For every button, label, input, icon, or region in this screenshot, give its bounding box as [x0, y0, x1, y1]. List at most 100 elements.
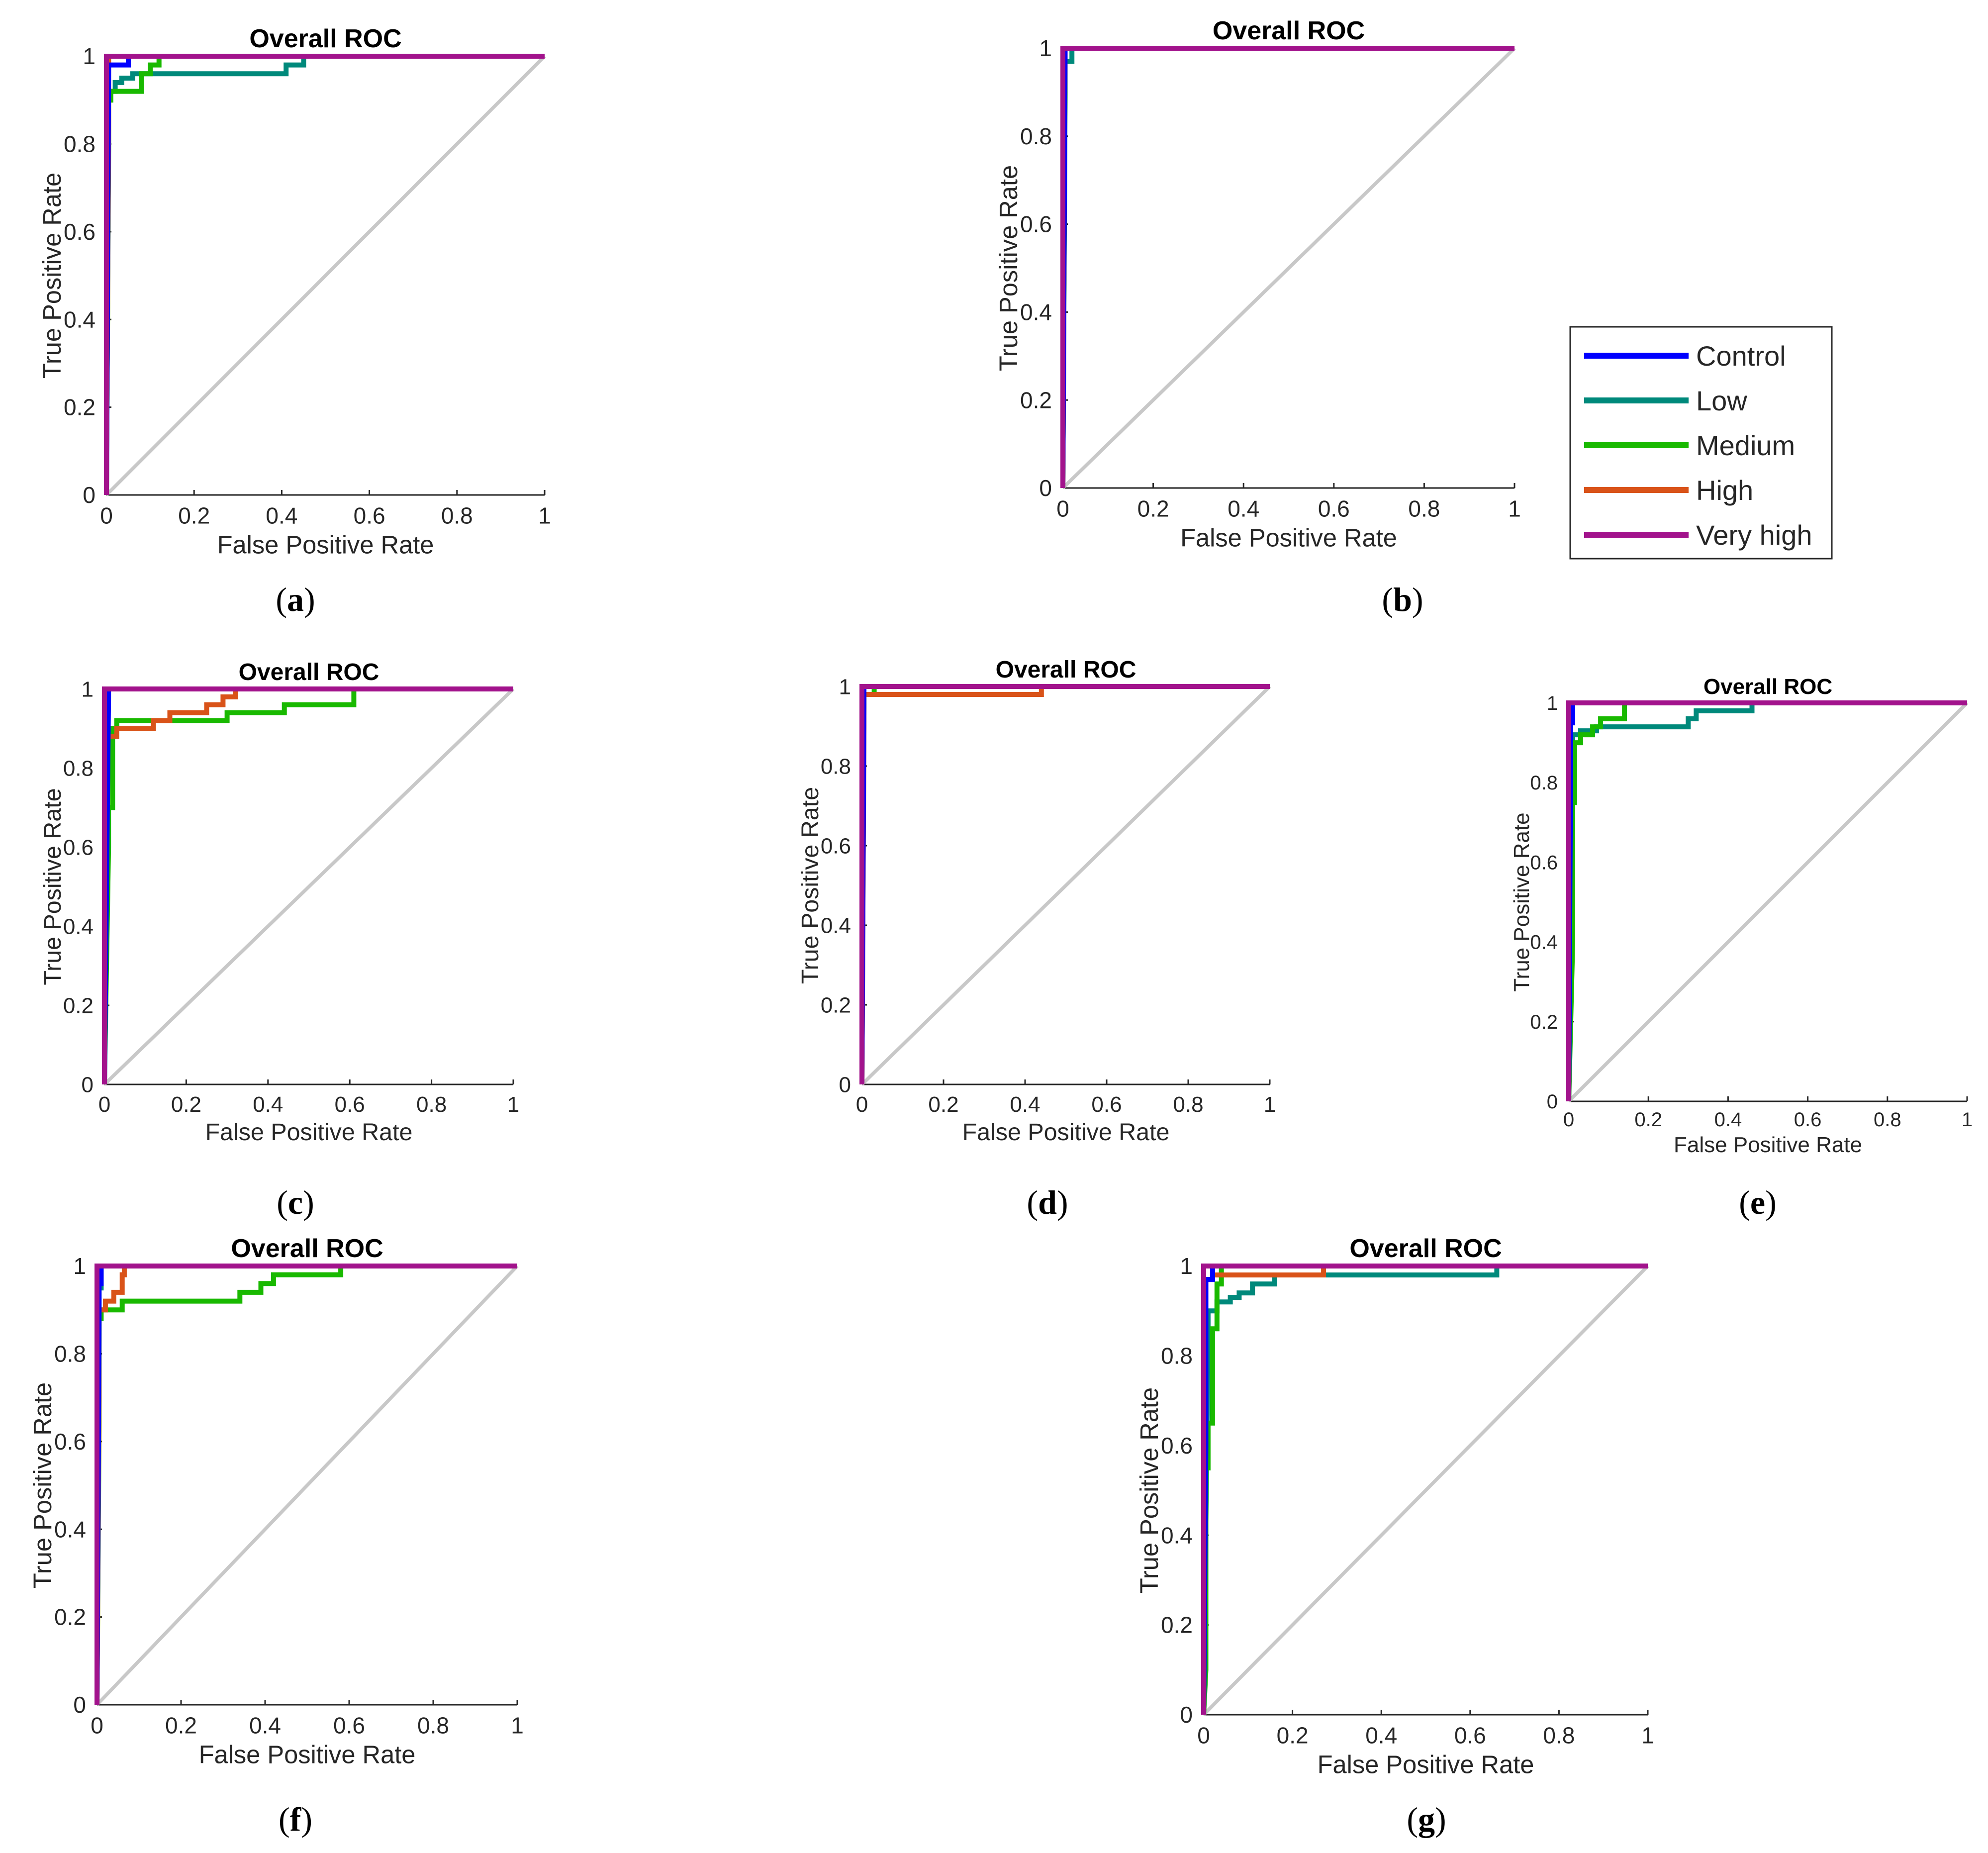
roc-panel-d: 0 0.2 0.4 0.6 0.8 1 0 0.2 0.4 0.6 0.8 1 Overall ROC F…: [797, 657, 1276, 1221]
x-tick-label: 0: [98, 1092, 110, 1117]
y-tick-label: 0.6: [54, 1429, 86, 1455]
y-tick-label: 0.2: [54, 1604, 86, 1630]
x-tick-label: 0.4: [249, 1713, 281, 1739]
roc-curve-high: [102, 686, 513, 1085]
x-tick-label: 0: [1056, 496, 1069, 522]
y-tick-label: 0.8: [64, 131, 95, 157]
panel-caption-letter: a: [287, 581, 304, 618]
panel-caption: (f): [279, 1800, 312, 1838]
panel-caption-letter: b: [1393, 581, 1412, 618]
chart-title: Overall ROC: [996, 657, 1136, 683]
roc-panel-f: 0 0.2 0.4 0.6 0.8 1 0 0.2 0.4 0.6 0.8 1 Overall ROC F…: [28, 1234, 524, 1838]
roc-curve-very-high: [95, 1264, 517, 1705]
y-tick-label: 1: [1180, 1253, 1193, 1279]
x-tick-label: 0.8: [1543, 1723, 1575, 1749]
panel-caption: (b): [1382, 581, 1423, 618]
y-tick-label: 0.8: [54, 1341, 86, 1367]
x-tick-label: 0.6: [335, 1092, 365, 1117]
x-tick-label: 1: [1508, 496, 1521, 522]
x-tick-label: 0.4: [1714, 1109, 1742, 1131]
diagonal-reference-line: [860, 685, 1271, 1086]
y-tick-label: 0.6: [1530, 852, 1558, 874]
panel-caption: (c): [277, 1183, 314, 1221]
y-tick-label: 0.8: [1020, 123, 1052, 149]
y-tick-label: 0.2: [1530, 1011, 1558, 1033]
y-axis-label: True Positive Rate: [994, 165, 1023, 371]
x-axis-label: False Positive Rate: [1318, 1750, 1534, 1778]
roc-curve-very-high: [1201, 1264, 1648, 1715]
y-tick-label: 1: [73, 1253, 86, 1279]
x-tick-label: 0: [91, 1713, 103, 1739]
x-tick-label: 0.6: [1454, 1723, 1486, 1749]
y-tick-label: 0.8: [821, 754, 851, 779]
x-tick-label: 0: [1197, 1723, 1210, 1749]
roc-panel-a: 0 0.2 0.4 0.6 0.8 1 0 0.2 0.4 0.6 0.8 1 Overall ROC F…: [38, 24, 551, 618]
panel-caption: (e): [1739, 1183, 1777, 1221]
y-tick-label: 0: [1039, 475, 1052, 501]
y-tick-label: 0.2: [63, 993, 94, 1018]
y-tick-label: 0.6: [1020, 211, 1052, 237]
x-axis-label: False Positive Rate: [205, 1119, 413, 1146]
diagonal-reference-line: [1061, 47, 1516, 489]
x-tick-label: 0.6: [1091, 1092, 1122, 1117]
x-tick-label: 0: [100, 503, 113, 529]
y-tick-label: 1: [839, 675, 851, 699]
y-axis-label: True Positive Rate: [39, 788, 66, 985]
legend: Control Low Medium High Very high: [1569, 326, 1833, 560]
x-tick-label: 0.4: [253, 1092, 283, 1117]
y-tick-label: 0.2: [1161, 1612, 1193, 1638]
x-tick-label: 0: [1563, 1109, 1574, 1131]
x-axis-label: False Positive Rate: [217, 530, 434, 559]
x-axis-label: False Positive Rate: [1674, 1133, 1862, 1157]
panel-caption-letter: g: [1418, 1800, 1435, 1838]
roc-curve-very-high: [1060, 46, 1515, 488]
y-tick-label: 0.4: [54, 1516, 86, 1542]
roc-panel-g: 0 0.2 0.4 0.6 0.8 1 0 0.2 0.4 0.6 0.8 1 Overall ROC F…: [1135, 1234, 1654, 1838]
y-tick-label: 0.6: [63, 835, 94, 860]
y-axis-label: True Positive Rate: [1135, 1387, 1163, 1593]
panel-caption: (a): [276, 581, 315, 618]
x-tick-label: 1: [1264, 1092, 1276, 1117]
x-tick-label: 0.8: [1408, 496, 1440, 522]
x-tick-label: 0.2: [165, 1713, 197, 1739]
x-tick-label: 0.6: [1318, 496, 1350, 522]
y-tick-label: 0.8: [1161, 1343, 1193, 1369]
y-tick-label: 0.8: [63, 756, 94, 780]
panel-caption: (d): [1027, 1183, 1068, 1221]
x-axis-label: False Positive Rate: [1180, 523, 1397, 552]
y-axis-label: True Positive Rate: [28, 1382, 57, 1588]
x-tick-label: 0.8: [441, 503, 473, 529]
y-tick-label: 0: [1547, 1091, 1558, 1113]
x-tick-label: 0.6: [1794, 1109, 1822, 1131]
x-tick-label: 1: [1962, 1109, 1973, 1131]
diagonal-reference-line: [1202, 1265, 1649, 1716]
legend-label-high: High: [1696, 475, 1753, 506]
x-axis-label: False Positive Rate: [962, 1119, 1170, 1146]
y-tick-label: 0.4: [821, 913, 851, 938]
y-tick-label: 0: [1180, 1702, 1193, 1728]
y-tick-label: 1: [1039, 35, 1052, 61]
y-tick-label: 0.4: [64, 306, 95, 332]
chart-title: Overall ROC: [249, 24, 401, 53]
x-tick-label: 1: [511, 1713, 524, 1739]
y-tick-label: 0: [83, 482, 95, 508]
y-tick-label: 1: [83, 43, 95, 69]
legend-label-control: Control: [1696, 340, 1786, 372]
x-tick-label: 0.2: [928, 1092, 958, 1117]
x-tick-label: 0.4: [1228, 496, 1259, 522]
y-axis-label: True Positive Rate: [38, 173, 66, 379]
y-tick-label: 0.6: [64, 219, 95, 245]
roc-panel-b: 0 0.2 0.4 0.6 0.8 1 0 0.2 0.4 0.6 0.8 1 Overall ROC F…: [994, 16, 1521, 618]
x-tick-label: 0.2: [1634, 1109, 1662, 1131]
roc-curve-very-high: [1566, 700, 1967, 1101]
x-tick-label: 0.8: [1874, 1109, 1901, 1131]
chart-title: Overall ROC: [1349, 1234, 1502, 1263]
x-tick-label: 0.2: [1137, 496, 1169, 522]
roc-curve-very-high: [104, 54, 545, 495]
legend-label-medium: Medium: [1696, 430, 1795, 461]
x-tick-label: 0: [856, 1092, 868, 1117]
y-tick-label: 0.4: [1020, 299, 1052, 325]
y-tick-label: 0: [73, 1692, 86, 1718]
chart-title: Overall ROC: [1213, 16, 1365, 45]
